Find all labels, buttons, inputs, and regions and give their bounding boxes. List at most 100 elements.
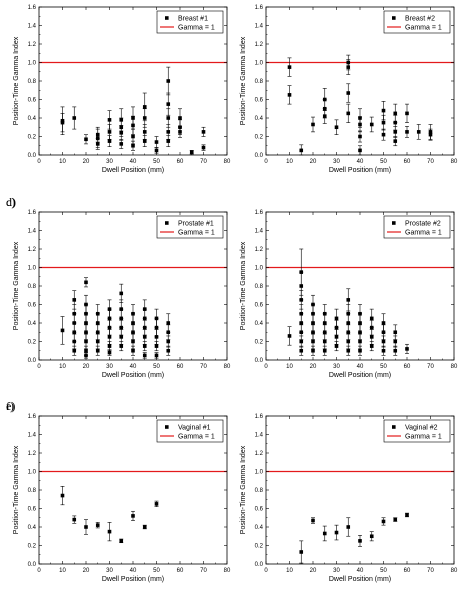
- x-axis-label: Dwell Position (mm): [102, 167, 164, 174]
- data-point: [346, 59, 351, 75]
- marker: [107, 325, 112, 330]
- x-tick-label: 20: [83, 568, 90, 574]
- data-point: [142, 352, 147, 359]
- marker: [154, 335, 159, 339]
- data-point: [107, 349, 112, 356]
- legend-label: Breast #2: [405, 16, 435, 23]
- marker: [393, 348, 398, 353]
- data-point: [381, 128, 386, 141]
- x-tick-label: 50: [380, 159, 387, 165]
- data-point: [381, 345, 386, 356]
- marker: [287, 93, 292, 97]
- x-tick-label: 30: [333, 159, 340, 165]
- marker: [358, 148, 362, 153]
- marker: [142, 325, 147, 330]
- marker: [346, 298, 351, 302]
- legend-label: Prostate #2: [405, 221, 441, 228]
- legend: Breast #2 Gamma = 1: [383, 10, 451, 34]
- y-tick-label: 1.6: [255, 210, 264, 216]
- marker: [428, 132, 433, 137]
- data-point: [72, 515, 77, 524]
- marker: [346, 111, 351, 116]
- y-tick-label: 0.4: [28, 116, 37, 122]
- data-point: [311, 345, 315, 356]
- data-point: [405, 103, 409, 123]
- marker: [166, 139, 171, 143]
- marker: [311, 330, 315, 335]
- marker: [166, 348, 171, 353]
- marker: [166, 330, 171, 335]
- x-tick-label: 60: [177, 364, 184, 370]
- marker: [334, 530, 339, 535]
- marker: [84, 339, 88, 344]
- marker: [84, 353, 88, 358]
- y-axis-label: Position-Time Gamma Index: [240, 36, 247, 125]
- data-point: [72, 106, 77, 130]
- marker: [358, 348, 362, 353]
- marker: [154, 353, 159, 358]
- marker: [166, 116, 171, 120]
- x-tick-label: 50: [380, 568, 387, 574]
- marker: [131, 134, 135, 139]
- y-tick-label: 1.2: [28, 451, 37, 457]
- x-axis-label: Dwell Position (mm): [329, 372, 391, 379]
- y-tick-label: 0.8: [28, 79, 37, 85]
- data-point: [142, 135, 147, 147]
- x-tick-label: 70: [427, 159, 434, 165]
- y-tick-label: 0.2: [28, 340, 37, 346]
- marker: [142, 316, 147, 321]
- marker: [154, 140, 159, 144]
- marker: [405, 130, 409, 134]
- marker: [381, 132, 386, 137]
- marker: [299, 321, 304, 325]
- legend-label: Gamma = 1: [405, 25, 442, 32]
- marker: [166, 130, 171, 134]
- marker: [107, 139, 112, 143]
- x-tick-label: 0: [37, 364, 41, 370]
- y-tick-label: 0.2: [255, 544, 264, 550]
- data-point: [201, 144, 206, 151]
- marker: [142, 335, 147, 339]
- y-tick-label: 0.6: [28, 98, 37, 104]
- marker: [381, 348, 386, 353]
- y-tick-label: 0.6: [255, 507, 264, 513]
- y-tick-label: 1.4: [28, 24, 37, 30]
- marker: [154, 502, 159, 506]
- y-tick-label: 1.0: [255, 266, 264, 272]
- marker: [107, 350, 112, 355]
- x-tick-label: 40: [130, 568, 137, 574]
- data-point: [131, 510, 135, 521]
- x-tick-label: 70: [200, 568, 207, 574]
- y-tick-label: 0.8: [255, 488, 264, 494]
- y-tick-label: 0.4: [28, 525, 37, 531]
- y-axis-label: Position-Time Gamma Index: [13, 36, 20, 125]
- marker: [119, 335, 124, 339]
- marker: [60, 493, 65, 498]
- x-tick-label: 80: [224, 364, 231, 370]
- marker: [346, 330, 351, 335]
- x-tick-label: 20: [310, 364, 317, 370]
- x-tick-label: 0: [264, 159, 268, 165]
- marker: [322, 330, 327, 335]
- legend-label: Gamma = 1: [178, 25, 215, 32]
- panel-letter: f): [6, 399, 14, 413]
- legend-label: Gamma = 1: [178, 230, 215, 237]
- y-tick-label: 0.6: [28, 507, 37, 513]
- marker: [393, 330, 398, 335]
- x-tick-label: 70: [200, 364, 207, 370]
- marker: [381, 330, 386, 335]
- data-point: [346, 103, 351, 123]
- marker: [131, 339, 135, 344]
- marker: [119, 131, 124, 135]
- marker: [334, 316, 339, 321]
- data-point: [107, 341, 112, 352]
- data-point: [393, 345, 398, 356]
- x-axis-label: Dwell Position (mm): [329, 576, 391, 583]
- y-tick-label: 0.2: [255, 340, 264, 346]
- marker: [381, 339, 386, 344]
- marker: [166, 321, 171, 325]
- data-point: [166, 345, 171, 356]
- marker: [72, 330, 77, 335]
- marker: [72, 116, 77, 120]
